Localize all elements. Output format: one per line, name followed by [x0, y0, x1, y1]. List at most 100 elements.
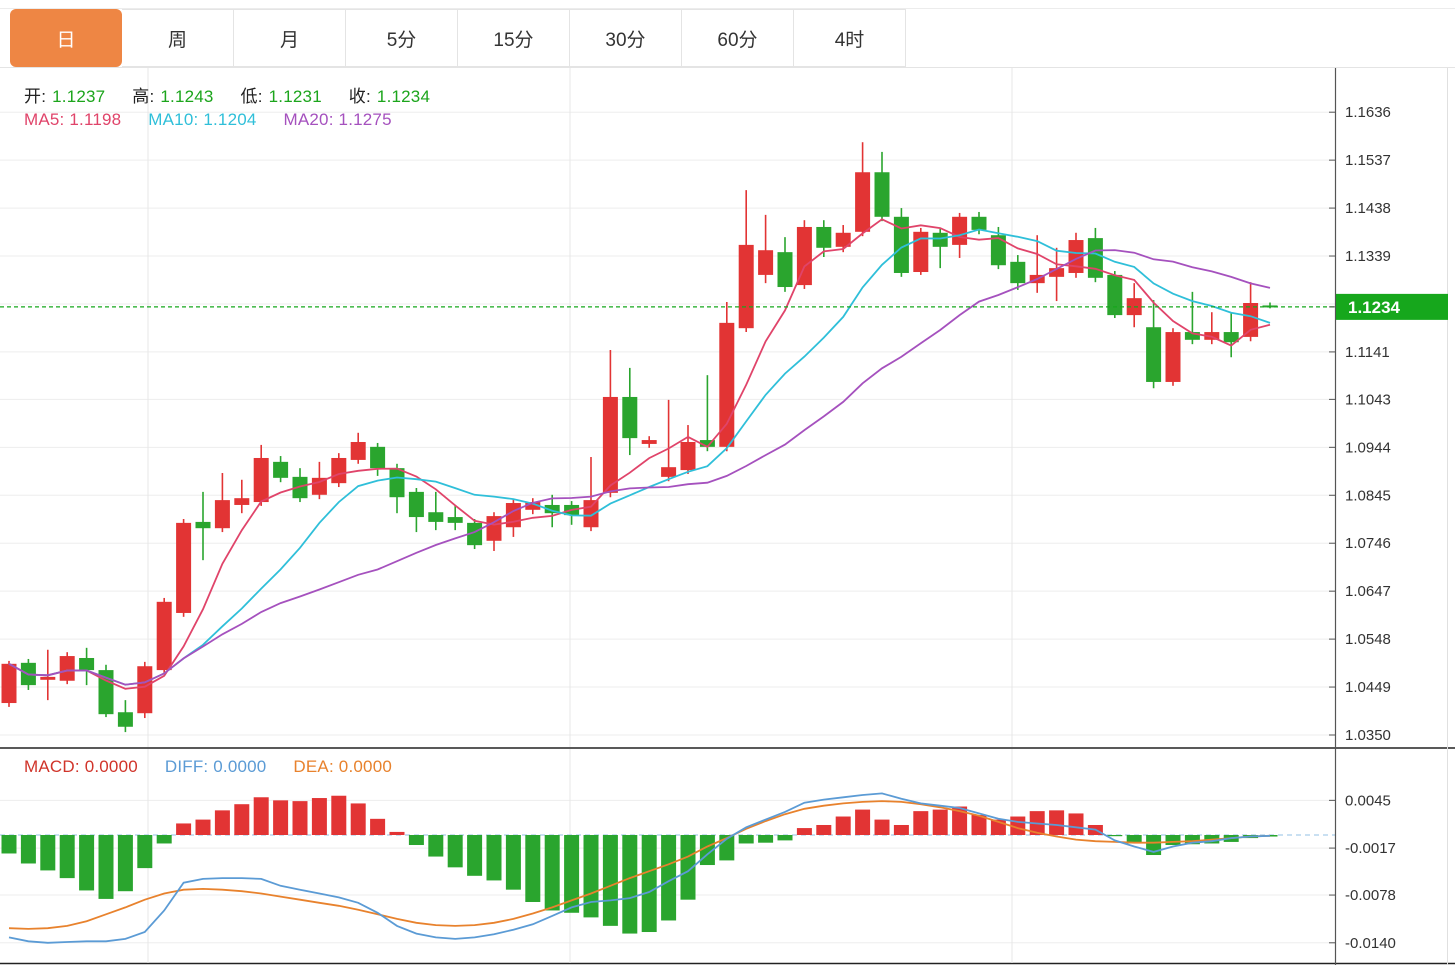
candle[interactable] — [932, 228, 948, 269]
macd-bar[interactable] — [1068, 813, 1084, 835]
candle[interactable] — [738, 190, 754, 333]
tab-weekly[interactable]: 周 — [122, 9, 234, 67]
macd-bar[interactable] — [79, 835, 95, 891]
macd-bar[interactable] — [137, 835, 153, 869]
macd-bar[interactable] — [370, 818, 386, 835]
macd-bar[interactable] — [1, 835, 17, 854]
macd-bar[interactable] — [525, 835, 541, 902]
macd-bar[interactable] — [758, 835, 774, 843]
candle[interactable] — [156, 597, 172, 674]
macd-chart-canvas[interactable]: 0.0045 -0.0017 -0.0078 -0.0140 — [0, 747, 1455, 965]
macd-bar[interactable] — [913, 811, 929, 835]
macd-bar[interactable] — [583, 835, 599, 918]
candle[interactable] — [389, 463, 405, 514]
candle[interactable] — [1107, 271, 1123, 319]
candle[interactable] — [79, 647, 95, 686]
candle[interactable] — [370, 442, 386, 476]
macd-bar[interactable] — [486, 835, 502, 881]
candle[interactable] — [525, 498, 541, 515]
candle[interactable] — [1165, 328, 1181, 386]
macd-bar[interactable] — [661, 835, 677, 921]
macd-bar[interactable] — [1107, 835, 1123, 837]
macd-bar[interactable] — [350, 803, 366, 835]
candle[interactable] — [564, 501, 580, 525]
macd-bar[interactable] — [98, 835, 114, 899]
candle[interactable] — [447, 504, 463, 531]
macd-bar[interactable] — [952, 806, 968, 835]
candle[interactable] — [1223, 313, 1239, 358]
macd-bar[interactable] — [544, 835, 560, 911]
candle[interactable] — [195, 491, 211, 561]
macd-bar[interactable] — [932, 809, 948, 835]
candle[interactable] — [176, 519, 192, 617]
macd-bar[interactable] — [20, 835, 36, 864]
candle[interactable] — [408, 488, 424, 533]
candle[interactable] — [137, 661, 153, 719]
candle[interactable] — [117, 700, 133, 733]
macd-bar[interactable] — [505, 835, 521, 890]
candle[interactable] — [292, 468, 308, 503]
candle[interactable] — [331, 453, 347, 488]
candle[interactable] — [486, 512, 502, 551]
macd-bar[interactable] — [447, 835, 463, 868]
candle[interactable] — [796, 220, 812, 289]
candle[interactable] — [583, 457, 599, 532]
candle[interactable] — [855, 142, 871, 237]
macd-bar[interactable] — [680, 835, 696, 900]
candle[interactable] — [214, 472, 230, 533]
macd-bar[interactable] — [273, 800, 289, 835]
macd-bar[interactable] — [971, 814, 987, 835]
macd-bar[interactable] — [292, 801, 308, 835]
macd-bar[interactable] — [40, 835, 56, 871]
candle[interactable] — [1, 660, 17, 707]
candle[interactable] — [350, 432, 366, 464]
candle[interactable] — [1243, 282, 1259, 342]
candle[interactable] — [467, 519, 483, 550]
macd-bar[interactable] — [311, 798, 327, 835]
candle[interactable] — [758, 214, 774, 284]
candle[interactable] — [913, 227, 929, 275]
macd-bar[interactable] — [622, 835, 638, 934]
candle[interactable] — [661, 399, 677, 482]
macd-bar[interactable] — [214, 810, 230, 835]
candle[interactable] — [98, 664, 114, 718]
macd-bar[interactable] — [893, 824, 909, 835]
candle[interactable] — [1146, 300, 1162, 389]
tab-daily[interactable]: 日 — [10, 9, 122, 67]
macd-bar[interactable] — [1049, 810, 1065, 835]
macd-bar[interactable] — [777, 835, 793, 841]
candle[interactable] — [893, 208, 909, 277]
macd-bar[interactable] — [176, 823, 192, 835]
candle[interactable] — [253, 444, 269, 506]
macd-bar[interactable] — [253, 797, 269, 835]
macd-bar[interactable] — [1165, 835, 1181, 846]
macd-bar[interactable] — [428, 835, 444, 857]
macd-bar[interactable] — [331, 795, 347, 835]
macd-bar[interactable] — [59, 835, 75, 879]
candle[interactable] — [874, 151, 890, 222]
macd-bar[interactable] — [1262, 835, 1278, 837]
macd-bar[interactable] — [835, 816, 851, 835]
tab-30min[interactable]: 30分 — [570, 9, 682, 67]
candle[interactable] — [641, 436, 657, 448]
tab-4hour[interactable]: 4时 — [794, 9, 906, 67]
candle[interactable] — [835, 225, 851, 253]
macd-bar[interactable] — [796, 828, 812, 835]
candle[interactable] — [1049, 247, 1065, 302]
macd-bar[interactable] — [738, 835, 754, 844]
tab-15min[interactable]: 15分 — [458, 9, 570, 67]
macd-bar[interactable] — [234, 804, 250, 835]
candle[interactable] — [602, 349, 618, 498]
macd-bar[interactable] — [389, 831, 405, 835]
macd-bar[interactable] — [641, 835, 657, 933]
tab-monthly[interactable]: 月 — [234, 9, 346, 67]
candle[interactable] — [59, 652, 75, 685]
macd-bar[interactable] — [408, 835, 424, 846]
macd-bar[interactable] — [855, 809, 871, 835]
macd-bar[interactable] — [195, 819, 211, 835]
candle[interactable] — [971, 211, 987, 235]
macd-bar[interactable] — [1126, 835, 1142, 844]
macd-bar[interactable] — [1184, 835, 1200, 845]
candle[interactable] — [1126, 283, 1142, 328]
candle[interactable] — [234, 479, 250, 514]
